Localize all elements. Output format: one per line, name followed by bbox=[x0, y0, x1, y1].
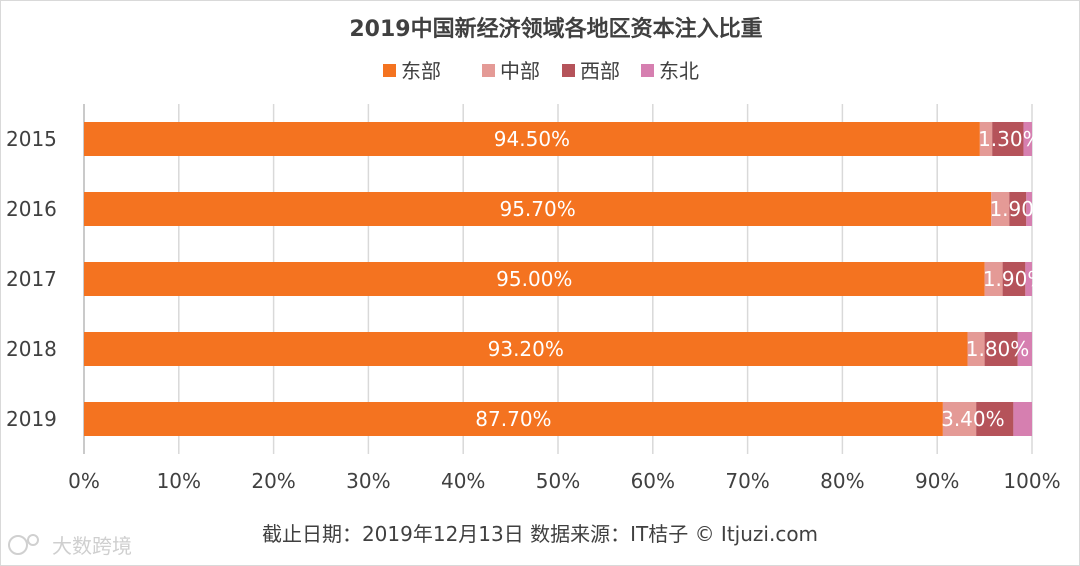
bar-segment bbox=[84, 332, 968, 366]
data-label: 1.80% bbox=[966, 337, 1030, 361]
bar-segment bbox=[1023, 122, 1032, 156]
bar-segment bbox=[1017, 332, 1032, 366]
bar-segment bbox=[979, 122, 993, 156]
bar-segment bbox=[976, 402, 1014, 436]
legend-swatch bbox=[482, 64, 495, 77]
legend-label: 东北 bbox=[659, 59, 699, 83]
x-axis-labels: 0% 10% 20% 30% 40% 50% 60% 70% 80% 90% 100% bbox=[68, 469, 1060, 493]
bar-segment bbox=[1013, 402, 1032, 436]
data-label: 1.90% bbox=[989, 197, 1053, 221]
legend-swatch bbox=[641, 64, 654, 77]
data-label: 95.70% bbox=[499, 197, 575, 221]
bar-segment bbox=[84, 192, 992, 226]
bar-segment bbox=[84, 262, 985, 296]
x-tick-label: 30% bbox=[346, 469, 390, 493]
legend-swatch bbox=[562, 64, 575, 77]
legend: 东部 中部 西部 东北 bbox=[383, 59, 699, 83]
legend-label: 中部 bbox=[500, 59, 540, 83]
bar-segment bbox=[84, 402, 943, 436]
y-tick-label: 2018 bbox=[6, 337, 57, 361]
x-tick-label: 70% bbox=[725, 469, 769, 493]
data-label: 94.50% bbox=[494, 127, 570, 151]
x-tick-label: 100% bbox=[1003, 469, 1060, 493]
bar-segment bbox=[942, 402, 977, 436]
footer-source: 截止日期：2019年12月13日 数据来源：IT桔子 © Itjuzi.com bbox=[262, 522, 818, 546]
watermark-icon bbox=[8, 535, 28, 555]
bars bbox=[84, 122, 1032, 436]
x-tick-label: 50% bbox=[536, 469, 580, 493]
bar-segment bbox=[84, 122, 980, 156]
bar-segment bbox=[984, 262, 1003, 296]
bar-segment bbox=[1002, 262, 1026, 296]
bar-segment bbox=[984, 332, 1018, 366]
y-axis-labels: 2015 2016 2017 2018 2019 bbox=[6, 127, 57, 431]
data-label: 87.70% bbox=[475, 407, 551, 431]
legend-label: 东部 bbox=[401, 59, 441, 83]
y-tick-label: 2019 bbox=[6, 407, 57, 431]
legend-label: 西部 bbox=[580, 59, 620, 83]
data-labels: 94.50% 1.30% 95.70% 1.90% 95.00% 1.90% 93.20% 1… bbox=[475, 127, 1053, 431]
legend-swatch bbox=[383, 64, 396, 77]
data-label: 1.90% bbox=[983, 267, 1047, 291]
chart-title: 2019中国新经济领域各地区资本注入比重 bbox=[349, 16, 762, 42]
x-tick-label: 10% bbox=[157, 469, 201, 493]
data-label: 93.20% bbox=[488, 337, 564, 361]
x-tick-label: 20% bbox=[251, 469, 295, 493]
watermark-logo: 大数跨境 bbox=[8, 534, 132, 558]
data-label: 1.30% bbox=[978, 127, 1042, 151]
bar-segment bbox=[1025, 262, 1032, 296]
x-tick-label: 80% bbox=[820, 469, 864, 493]
data-label: 95.00% bbox=[496, 267, 572, 291]
y-tick-label: 2017 bbox=[6, 267, 57, 291]
y-tick-label: 2015 bbox=[6, 127, 57, 151]
bar-segment bbox=[992, 122, 1024, 156]
x-tick-label: 90% bbox=[915, 469, 959, 493]
bar-segment bbox=[1009, 192, 1027, 226]
data-label: 3.40% bbox=[941, 407, 1005, 431]
bar-segment bbox=[991, 192, 1010, 226]
watermark-icon-dot bbox=[27, 534, 39, 546]
bar-segment bbox=[967, 332, 985, 366]
bar-segment bbox=[1026, 192, 1032, 226]
y-tick-label: 2016 bbox=[6, 197, 57, 221]
x-tick-label: 0% bbox=[68, 469, 100, 493]
x-tick-label: 40% bbox=[441, 469, 485, 493]
x-tick-label: 60% bbox=[631, 469, 675, 493]
watermark-text: 大数跨境 bbox=[52, 534, 132, 558]
